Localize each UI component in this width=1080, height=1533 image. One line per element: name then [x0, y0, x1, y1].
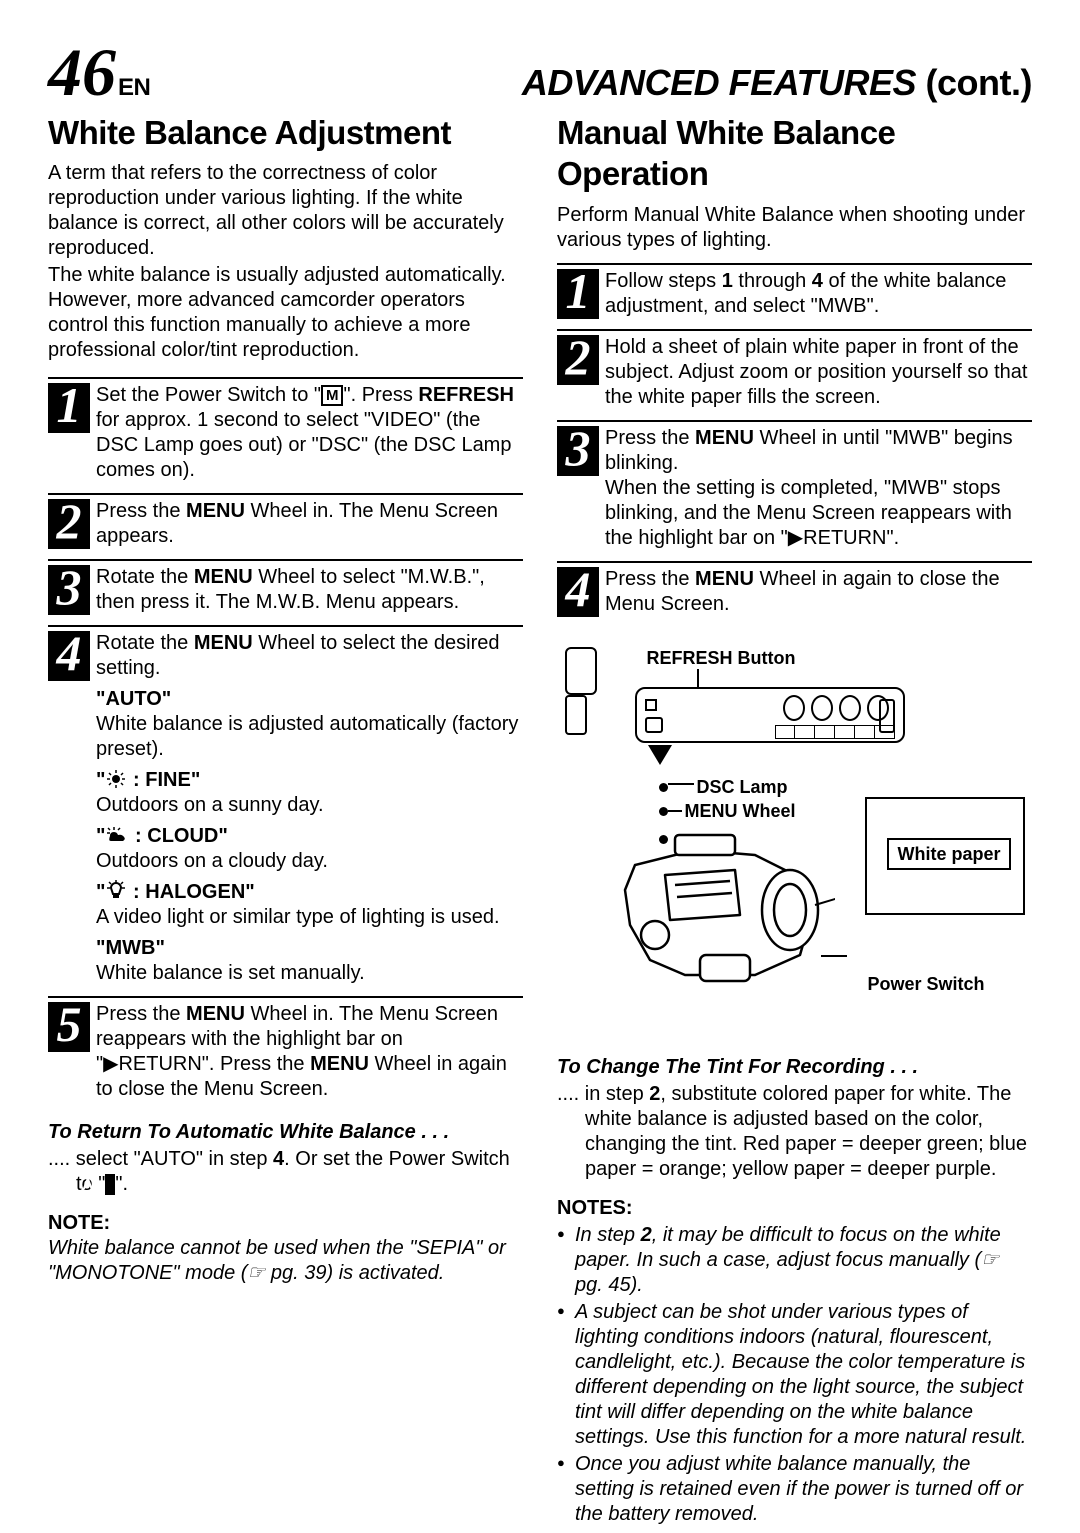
- tint-body: .... in step 2, substitute colored paper…: [557, 1082, 1032, 1182]
- right-heading: Manual White Balance Operation: [557, 112, 1032, 195]
- right-notes-head: NOTES:: [557, 1196, 1032, 1221]
- section-title-text: ADVANCED FEATURES: [522, 62, 916, 103]
- right-column: Manual White Balance Operation Perform M…: [557, 112, 1032, 1529]
- left-intro-p1: A term that refers to the correctness of…: [48, 161, 523, 261]
- wb-option: " : CLOUD"Outdoors on a cloudy day.: [96, 824, 523, 874]
- step-number: 5: [48, 1002, 90, 1052]
- section-title: ADVANCED FEATURES (cont.): [522, 60, 1032, 105]
- lang-tag: EN: [118, 74, 150, 101]
- note-item: A subject can be shot under various type…: [557, 1300, 1032, 1450]
- section-title-cont: (cont.): [916, 62, 1032, 103]
- wb-option: "AUTO"White balance is adjusted automati…: [96, 687, 523, 762]
- wb-option: " : HALOGEN"A video light or similar typ…: [96, 880, 523, 930]
- step-body: Press the MENU Wheel in. The Menu Screen…: [96, 499, 523, 549]
- step-number: 4: [48, 631, 90, 681]
- return-auto-body: .... select "AUTO" in step 4. Or set the…: [48, 1147, 523, 1197]
- camcorder-icon: [605, 825, 835, 985]
- step-number: 2: [557, 335, 599, 385]
- step-body: Press the MENU Wheel in until "MWB" begi…: [605, 426, 1032, 551]
- wb-option: " : FINE"Outdoors on a sunny day.: [96, 768, 523, 818]
- step-body: Follow steps 1 through 4 of the white ba…: [605, 269, 1032, 319]
- step-number: 1: [48, 383, 90, 433]
- step: 5Press the MENU Wheel in. The Menu Scree…: [48, 996, 523, 1102]
- left-note-body: White balance cannot be used when the "S…: [48, 1236, 523, 1286]
- step-body: Rotate the MENU Wheel to select the desi…: [96, 631, 523, 986]
- left-note-head: NOTE:: [48, 1211, 523, 1236]
- left-intro-p2: The white balance is usually adjusted au…: [48, 263, 523, 363]
- label-menu: MENU Wheel: [685, 800, 796, 823]
- note-item: In step 2, it may be difficult to focus …: [557, 1223, 1032, 1298]
- left-column: White Balance Adjustment A term that ref…: [48, 112, 523, 1529]
- note-item: Once you adjust white balance manually, …: [557, 1452, 1032, 1527]
- step: 2Press the MENU Wheel in. The Menu Scree…: [48, 493, 523, 549]
- page-header: 46EN ADVANCED FEATURES (cont.): [48, 38, 1032, 106]
- step: 3Rotate the MENU Wheel to select "M.W.B.…: [48, 559, 523, 615]
- label-paper: White paper: [887, 843, 1010, 866]
- step-number: 1: [557, 269, 599, 319]
- wb-option: "MWB"White balance is set manually.: [96, 936, 523, 986]
- step: 2Hold a sheet of plain white paper in fr…: [557, 329, 1032, 410]
- label-refresh: REFRESH Button: [647, 647, 796, 670]
- label-dsc: DSC Lamp: [697, 776, 788, 799]
- return-auto-head: To Return To Automatic White Balance . .…: [48, 1120, 523, 1145]
- label-power: Power Switch: [867, 973, 984, 996]
- right-intro: Perform Manual White Balance when shooti…: [557, 203, 1032, 253]
- step-body: Hold a sheet of plain white paper in fro…: [605, 335, 1032, 410]
- tint-head: To Change The Tint For Recording . . .: [557, 1055, 1032, 1080]
- step: 4Rotate the MENU Wheel to select the des…: [48, 625, 523, 986]
- step: 1Follow steps 1 through 4 of the white b…: [557, 263, 1032, 319]
- page-number: 46EN: [48, 38, 150, 106]
- step-body: Press the MENU Wheel in again to close t…: [605, 567, 1032, 617]
- step-number: 2: [48, 499, 90, 549]
- step-body: Rotate the MENU Wheel to select "M.W.B."…: [96, 565, 523, 615]
- step: 1Set the Power Switch to "M". Press REFR…: [48, 377, 523, 483]
- step-number: 3: [557, 426, 599, 476]
- step-number: 4: [557, 567, 599, 617]
- step-body: Press the MENU Wheel in. The Menu Screen…: [96, 1002, 523, 1102]
- step-body: Set the Power Switch to "M". Press REFRE…: [96, 383, 523, 483]
- camcorder-diagram: REFRESH Button DSC Lamp MENU Wheel White…: [565, 647, 1025, 1037]
- step: 3Press the MENU Wheel in until "MWB" beg…: [557, 420, 1032, 551]
- left-intro: A term that refers to the correctness of…: [48, 161, 523, 363]
- step-number: 3: [48, 565, 90, 615]
- step: 4Press the MENU Wheel in again to close …: [557, 561, 1032, 617]
- left-heading: White Balance Adjustment: [48, 112, 523, 153]
- right-notes-list: In step 2, it may be difficult to focus …: [557, 1223, 1032, 1527]
- page-number-value: 46: [48, 34, 116, 110]
